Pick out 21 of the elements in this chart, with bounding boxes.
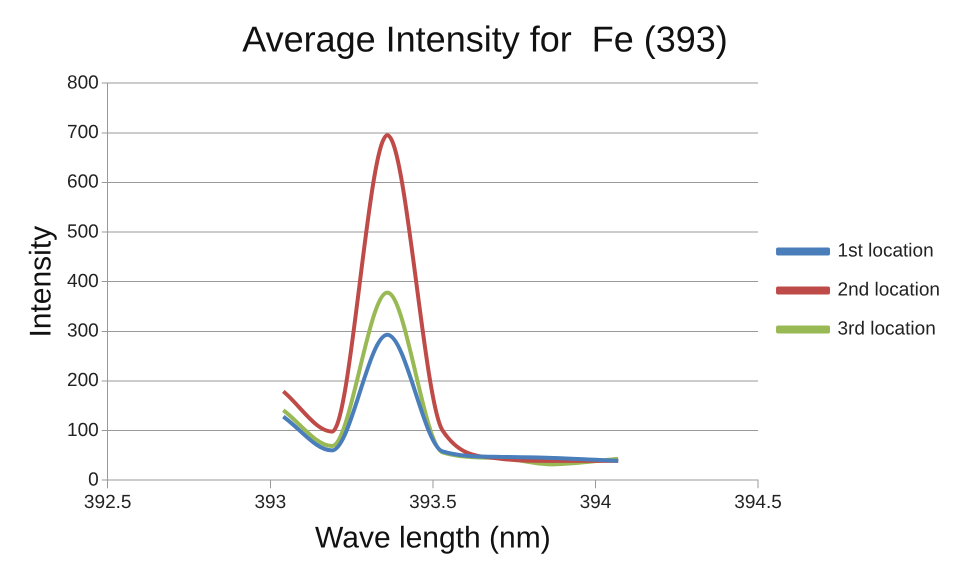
x-tick-label: 394 [580,492,612,513]
y-tick-label: 800 [67,72,99,94]
y-tick-label: 500 [67,221,99,242]
legend-label: 2nd location [838,280,940,301]
x-tick-label: 394.5 [734,492,782,513]
y-tick-label: 200 [67,370,99,392]
chart-title: Average Intensity for Fe (393) [242,18,728,60]
legend-label: 1st location [838,240,934,262]
x-tick-label: 393 [254,492,286,513]
x-axis-title: Wave length (nm) [315,521,551,554]
y-tick-label: 600 [67,172,99,193]
y-tick-label: 400 [67,270,99,292]
y-tick-label: 100 [67,420,99,441]
y-tick-label: 300 [67,320,99,342]
x-tick-label: 393.5 [409,492,457,513]
y-axis-title: Intensity [24,226,58,338]
y-tick-label: 0 [88,469,99,490]
x-tick-label: 392.5 [84,492,132,513]
line-series [281,332,620,463]
y-tick-label: 700 [67,122,99,144]
legend-label: 3rd location [838,318,936,340]
